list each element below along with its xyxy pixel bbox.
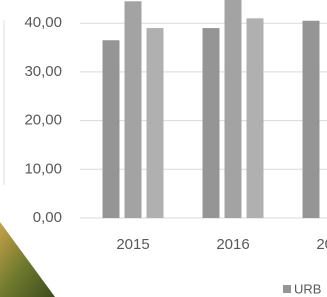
x-tick-label: 2017 [316,236,327,253]
bar [203,28,220,218]
legend-label: URB [294,281,321,296]
bar [147,28,164,218]
y-tick-label: 10,00 [24,160,62,177]
photo [0,222,55,297]
y-tick-label: 40,00 [24,14,62,31]
bar [303,21,320,218]
chart: 0,00 10,00 20,00 30,00 40,00 2015 2016 2017 URB [0,0,327,297]
bar [247,18,264,218]
plot-area: 0,00 10,00 20,00 30,00 40,00 2015 2016 2017 URB [24,0,327,296]
legend-swatch [283,285,291,293]
y-tick-label: 30,00 [24,63,62,80]
y-tick-label: 20,00 [24,112,62,129]
bar [103,40,120,218]
x-tick-label: 2016 [216,236,249,253]
x-tick-label: 2015 [116,236,149,253]
y-tick-label: 0,00 [33,209,62,226]
page: {"chart_data": {"type": "bar", "categori… [0,0,327,297]
bar [125,1,142,218]
bar [225,0,242,218]
